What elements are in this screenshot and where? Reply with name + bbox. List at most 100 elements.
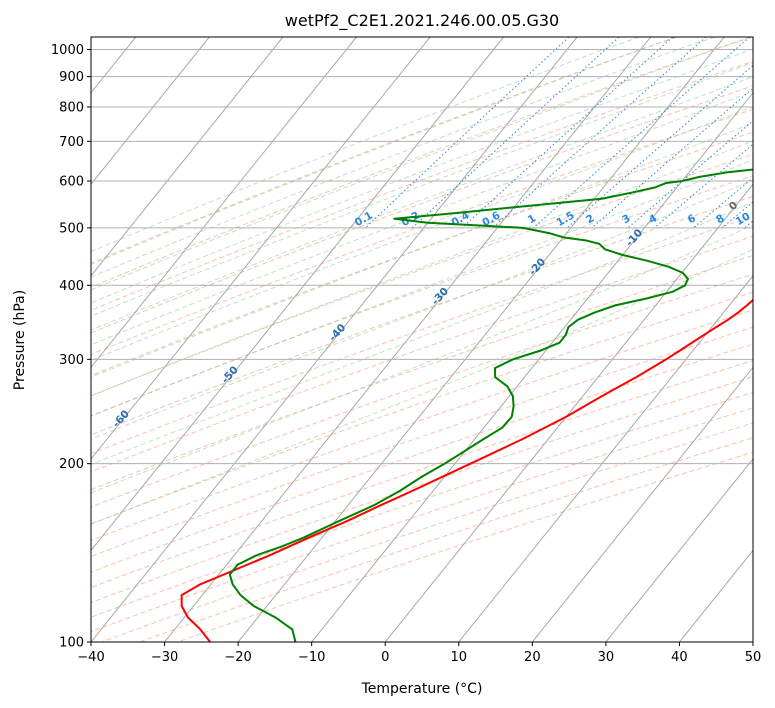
x-tick-label: −10 [298, 650, 325, 665]
dry-adiabat-line [91, 60, 753, 311]
y-tick-label: 100 [59, 636, 84, 651]
x-axis: −40 −30 −20 −10 0 10 20 30 40 50 [77, 642, 761, 665]
dry-adiabat-line [91, 343, 753, 573]
y-axis: 100 200 300 400 500 600 700 800 900 1000 [51, 43, 91, 651]
moist-adiabat-line [91, 159, 753, 417]
dry-adiabat-line [91, 37, 676, 264]
isotherm-label: 0 [727, 199, 741, 212]
y-tick-label: 300 [59, 353, 84, 368]
dry-adiabat-line [91, 309, 753, 541]
dry-adiabat-line [91, 131, 753, 377]
x-tick-label: −20 [224, 650, 251, 665]
mixing-ratio-line [654, 143, 753, 229]
mixing-ratio-line [492, 37, 707, 229]
isotherm-line [91, 37, 504, 552]
dry-adiabat-line [91, 326, 753, 557]
chart-title: wetPf2_C2E1.2021.246.00.05.G30 [285, 11, 559, 31]
dry-adiabat-line [91, 108, 753, 356]
moist-adiabat-line [91, 37, 716, 278]
profiles [180, 168, 753, 642]
mixing-ratio-line [692, 177, 753, 229]
mixing-ratio-label: 10 [734, 210, 753, 228]
x-tick-label: −30 [151, 650, 178, 665]
x-tick-label: 20 [524, 650, 541, 665]
dry-adiabat-line [91, 85, 753, 334]
mixing-ratio-line [721, 201, 753, 229]
y-tick-label: 1000 [51, 43, 84, 58]
isotherm-line [605, 458, 753, 642]
mixing-ratio-line [744, 220, 753, 229]
isotherm-line [679, 549, 753, 642]
moist-adiabat-line [91, 106, 753, 361]
x-tick-label: −40 [77, 650, 104, 665]
moist-adiabat-line [91, 140, 753, 397]
mixing-ratio-label: 3 [620, 212, 632, 226]
isotherm-line [384, 183, 753, 642]
isotherm-line [164, 37, 652, 642]
mixing-ratio-line [591, 87, 753, 229]
dry-adiabat-line [91, 195, 753, 436]
isotherm-line [91, 37, 284, 277]
dry-adiabat-line [91, 407, 753, 633]
moist-adiabat-line [91, 37, 678, 265]
mixing-ratio-line [533, 37, 750, 229]
x-tick-label: 50 [745, 650, 762, 665]
y-tick-label: 700 [59, 135, 84, 150]
mixing-ratio-label: 1.5 [555, 209, 577, 229]
dry-adiabat-line [91, 153, 753, 397]
dry-adiabat-line [91, 216, 753, 455]
y-tick-label: 400 [59, 279, 84, 294]
isotherm-line [531, 366, 753, 642]
isotherm-line [458, 275, 753, 642]
mixing-ratio-line [566, 64, 753, 229]
temperature-profile-line [180, 298, 753, 642]
y-tick-label: 200 [59, 457, 84, 472]
dry-adiabat-line [91, 291, 753, 525]
x-tick-label: 10 [451, 650, 468, 665]
moist-adiabat-line [91, 224, 753, 494]
dry-adiabat-line [91, 37, 751, 288]
y-tick-label: 500 [59, 221, 84, 236]
dry-adiabat-line [91, 273, 753, 508]
moist-adiabat-line [91, 179, 753, 440]
y-tick-label: 900 [59, 70, 84, 85]
isotherm-line [237, 37, 725, 642]
dry-adiabat-line [91, 391, 753, 618]
dry-adiabat-line [91, 254, 753, 491]
mixing-ratio-label: 0.1 [353, 209, 375, 229]
plot-frame [90, 36, 754, 643]
isotherm-line [91, 37, 210, 186]
dry-adiabat-line [91, 175, 753, 417]
isotherm-line [91, 37, 578, 642]
x-tick-label: 30 [598, 650, 615, 665]
x-tick-label: 40 [671, 650, 688, 665]
moist-adiabat-line [91, 122, 753, 378]
isotherm-label: -70 [0, 456, 20, 478]
dry-adiabat-line [91, 376, 753, 604]
isotherm-line [311, 91, 753, 642]
y-axis-title: Pressure (hPa) [12, 290, 28, 390]
mixing-ratio-line [364, 37, 570, 229]
mixing-ratio-line [461, 37, 674, 229]
moist-adiabat-line [91, 37, 640, 253]
dry-adiabat-line [101, 422, 753, 642]
isotherm-line [752, 641, 753, 642]
moist-adiabat-line [91, 90, 753, 346]
moist-adiabat-line [91, 76, 753, 331]
line-labels: 0.10.20.40.611.52346810131620253036-100-… [0, 199, 775, 478]
moist-adiabat-line [91, 248, 753, 525]
isotherm-line [91, 37, 431, 460]
y-tick-label: 600 [59, 174, 84, 189]
dewpoint-profile-line [228, 168, 753, 642]
y-tick-label: 800 [59, 100, 84, 115]
isotherm-line [91, 37, 357, 369]
x-axis-title: Temperature (°C) [361, 681, 483, 697]
background-lines [91, 37, 753, 642]
moist-adiabat-line [91, 48, 753, 304]
mixing-ratio-label: 13 [761, 210, 775, 228]
x-tick-label: 0 [381, 650, 389, 665]
dry-adiabat-line [91, 235, 753, 473]
mixing-ratio-label: 2 [584, 212, 596, 226]
dry-adiabat-line [91, 360, 753, 589]
